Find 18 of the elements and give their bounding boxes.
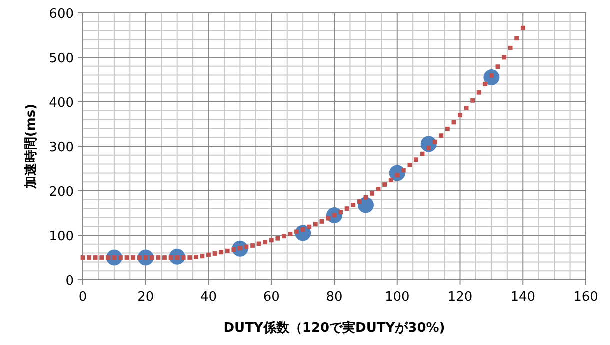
y-tick-label: 0 [66, 274, 74, 289]
x-tick-label: 120 [448, 290, 473, 305]
x-tick-label: 80 [326, 290, 343, 305]
y-tick-label: 300 [49, 140, 74, 156]
y-tick-label: 600 [49, 7, 74, 22]
x-tick-label: 0 [78, 290, 88, 305]
y-tick-label: 200 [49, 185, 74, 200]
y-tick-label: 100 [49, 230, 74, 244]
x-axis-title: DUTY係数（120で実DUTYが30%) [224, 320, 446, 336]
y-tick-label: 500 [49, 52, 74, 66]
x-tick-label: 140 [510, 290, 536, 305]
y-axis-title: 加速時間(ms) [24, 104, 39, 190]
x-tick-label: 160 [574, 290, 598, 305]
x-tick-label: 100 [384, 290, 410, 305]
y-tick-label: 400 [49, 96, 74, 111]
x-tick-label: 20 [138, 290, 154, 305]
x-tick-label: 40 [200, 290, 218, 305]
x-tick-label: 60 [263, 290, 280, 305]
